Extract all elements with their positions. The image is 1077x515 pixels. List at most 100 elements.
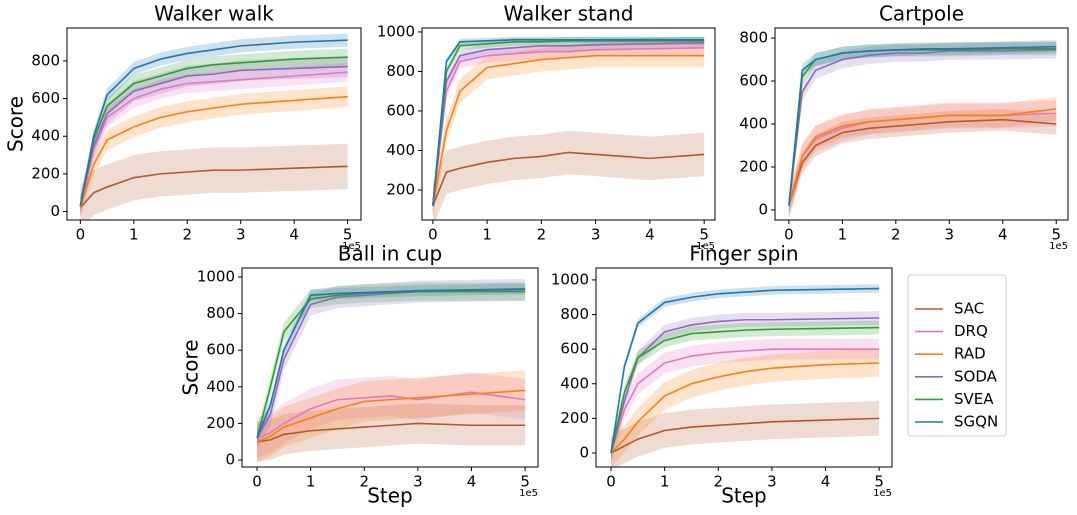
x-tick-label: 4 [289, 226, 299, 244]
y-tick-label: 200 [386, 180, 415, 198]
x-tick-label: 1 [306, 473, 316, 491]
band [611, 349, 880, 467]
line [79, 165, 348, 209]
x-tick-label: 3 [767, 473, 777, 491]
x-tick-label: 5 [343, 226, 353, 244]
line [432, 40, 705, 206]
line [788, 108, 1057, 206]
band [432, 40, 705, 213]
band [611, 401, 880, 467]
line [256, 422, 526, 443]
line [256, 290, 526, 439]
x-tick-label: 0 [252, 473, 262, 491]
legend-label: RAD [954, 345, 986, 363]
plot-frame [66, 27, 362, 221]
band [611, 320, 880, 460]
band [257, 403, 526, 462]
line [79, 39, 348, 207]
line [432, 151, 705, 207]
legend-label: SAC [954, 300, 984, 318]
x-tick-label: 0 [784, 226, 794, 244]
y-tick-label: 800 [560, 305, 589, 323]
band [611, 338, 880, 464]
line [610, 348, 880, 454]
plot-frame [595, 267, 893, 468]
x-tick-label: 2 [891, 226, 901, 244]
y-tick-label: 200 [206, 414, 235, 432]
x-tick-label: 1 [838, 226, 848, 244]
x-tick-label: 5 [874, 473, 884, 491]
band [80, 56, 348, 217]
y-tick-label: 600 [739, 72, 768, 90]
x-tick-label: 1 [482, 226, 492, 244]
x-offset: 1e5 [1049, 241, 1068, 252]
band [788, 40, 1057, 213]
chart-title: Finger spin [689, 242, 798, 266]
y-tick-label: 0 [758, 200, 768, 218]
y-tick-label: 600 [386, 101, 415, 119]
y-tick-label: 600 [31, 89, 60, 107]
x-tick-label: 3 [591, 226, 601, 244]
y-tick-label: 800 [739, 29, 768, 47]
x-tick-label: 5 [699, 226, 709, 244]
y-axis-label: Score [179, 339, 203, 395]
y-tick-label: 200 [739, 157, 768, 175]
chart-title: Walker stand [504, 2, 634, 26]
y-tick-label: 800 [206, 304, 235, 322]
band [257, 370, 526, 462]
y-tick-label: 0 [50, 202, 60, 220]
line [79, 56, 348, 207]
y-tick-label: 800 [386, 62, 415, 80]
x-tick-label: 0 [428, 226, 438, 244]
x-tick-label: 2 [359, 473, 369, 491]
line [256, 288, 526, 439]
x-tick-label: 4 [467, 473, 477, 491]
x-tick-label: 4 [645, 226, 655, 244]
chart-title: Cartpole [879, 2, 964, 26]
y-tick-label: 200 [31, 164, 60, 182]
line [788, 49, 1057, 206]
x-offset: 1e5 [342, 241, 361, 252]
line [79, 95, 348, 209]
band [788, 108, 1057, 217]
legend-label: SODA [954, 367, 998, 385]
band [788, 41, 1057, 215]
line [256, 389, 526, 443]
x-offset: 1e5 [873, 488, 892, 499]
y-tick-label: 400 [31, 127, 60, 145]
legend-label: DRQ [954, 322, 988, 340]
band [80, 48, 348, 215]
x-tick-label: 1 [129, 226, 139, 244]
x-tick-label: 0 [76, 226, 86, 244]
band [788, 97, 1057, 218]
plot-frame [241, 267, 539, 468]
line [79, 71, 348, 207]
line [432, 54, 705, 206]
x-tick-label: 5 [1051, 226, 1061, 244]
x-tick-label: 0 [606, 473, 616, 491]
legend: SAC DRQ RAD SODA SVEA SGQN [907, 274, 1007, 437]
x-tick-label: 2 [537, 226, 547, 244]
x-axis-label: Step [367, 484, 413, 508]
y-tick-label: 800 [31, 51, 60, 69]
line [432, 46, 705, 206]
x-tick-label: 4 [998, 226, 1008, 244]
y-tick-label: 1000 [551, 270, 589, 288]
legend-label: SVEA [954, 390, 994, 408]
y-tick-label: 400 [386, 141, 415, 159]
line [788, 45, 1057, 206]
x-offset: 1e5 [696, 241, 715, 252]
legend-label: SGQN [954, 413, 998, 431]
y-tick-label: 600 [206, 341, 235, 359]
legend-frame [907, 274, 1007, 437]
x-tick-label: 3 [413, 473, 423, 491]
band [257, 278, 526, 450]
x-tick-label: 5 [520, 473, 530, 491]
y-tick-label: 400 [560, 374, 589, 392]
x-tick-label: 1 [660, 473, 670, 491]
